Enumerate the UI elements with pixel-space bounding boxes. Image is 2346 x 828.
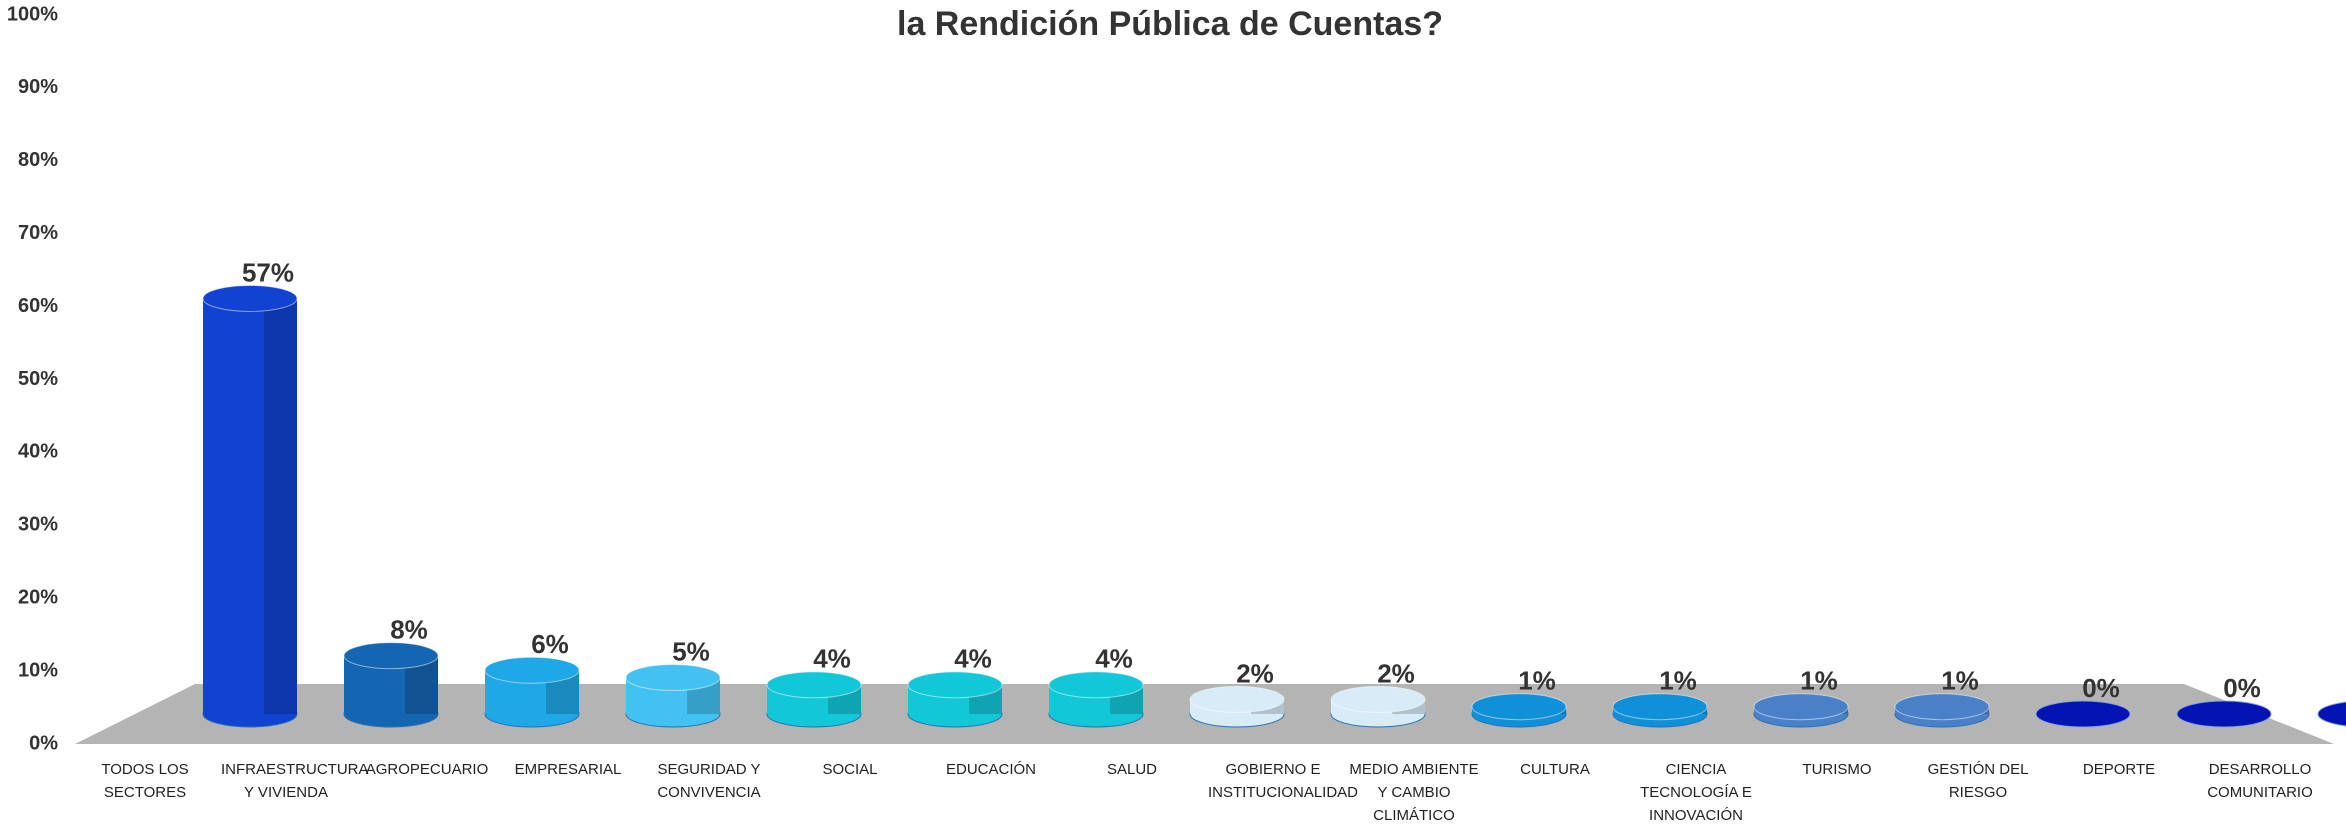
bar-top bbox=[625, 664, 721, 692]
x-tick-label: CIENCIA TECNOLOGÍA E INNOVACIÓN bbox=[1640, 761, 1752, 824]
bar-top bbox=[1612, 693, 1708, 721]
value-label: 1% bbox=[1941, 666, 1979, 696]
bar-top bbox=[343, 642, 439, 670]
value-label: 2% bbox=[1377, 658, 1415, 688]
value-label: 0% bbox=[2082, 673, 2120, 703]
x-tick-label: SEGURIDAD Y CONVIVENCIA bbox=[657, 761, 761, 801]
bar-top bbox=[1330, 685, 1426, 713]
x-tick-label: AGROPECUARIO bbox=[365, 761, 489, 778]
value-label: 4% bbox=[813, 644, 851, 674]
bar-top bbox=[2035, 700, 2131, 728]
value-label: 2% bbox=[1236, 658, 1274, 688]
x-tick-label: TURISMO bbox=[1802, 761, 1872, 778]
y-tick-label: 20% bbox=[18, 586, 58, 608]
y-tick-label: 50% bbox=[18, 368, 58, 390]
y-tick-label: 40% bbox=[18, 441, 58, 463]
y-tick-label: 90% bbox=[18, 76, 58, 98]
chart-title: la Rendición Pública de Cuentas? bbox=[897, 5, 1443, 43]
value-label: 1% bbox=[1518, 666, 1556, 696]
y-tick-label: 0% bbox=[29, 732, 58, 754]
bar bbox=[203, 298, 297, 714]
x-tick-label: CULTURA bbox=[1520, 761, 1590, 778]
y-tick-label: 60% bbox=[18, 295, 58, 317]
bar-shade bbox=[264, 298, 297, 714]
x-tick-label: INFRAESTRUCTURA Y VIVIENDA bbox=[221, 761, 369, 801]
y-tick-label: 100% bbox=[7, 3, 58, 25]
bar-top bbox=[2317, 701, 2346, 727]
value-label: 8% bbox=[390, 615, 428, 645]
bar-top bbox=[1753, 693, 1849, 721]
bar-top bbox=[1894, 693, 1990, 721]
y-tick-label: 30% bbox=[18, 514, 58, 536]
x-tick-label: EDUCACIÓN bbox=[945, 761, 1036, 778]
x-tick-label: SALUD bbox=[1106, 761, 1158, 778]
bar-top bbox=[484, 656, 580, 684]
x-tick-label: DEPORTE bbox=[2082, 761, 2156, 778]
bar-top bbox=[2176, 700, 2272, 728]
bar-top bbox=[907, 671, 1003, 699]
x-tick-label: GOBIERNO E INSTITUCIONALIDAD bbox=[1208, 761, 1359, 801]
y-tick-label: 70% bbox=[18, 222, 58, 244]
y-tick-label: 10% bbox=[18, 659, 58, 681]
value-label: 0% bbox=[2223, 673, 2261, 703]
bar-top bbox=[202, 284, 298, 312]
x-tick-label: EMPRESARIAL bbox=[514, 761, 622, 778]
bar-top bbox=[1189, 685, 1285, 713]
value-label: 1% bbox=[1800, 666, 1838, 696]
x-tick-label: DESARROLLO COMUNITARIO bbox=[2207, 761, 2313, 801]
bar-top bbox=[1048, 671, 1144, 699]
bar-top bbox=[1471, 693, 1567, 721]
value-label: 1% bbox=[1659, 666, 1697, 696]
value-label: 4% bbox=[954, 644, 992, 674]
value-label: 6% bbox=[531, 629, 569, 659]
y-tick-label: 80% bbox=[18, 149, 58, 171]
x-tick-label: TODOS LOS SECTORES bbox=[101, 761, 189, 801]
bar-top bbox=[766, 671, 862, 699]
value-label: 4% bbox=[1095, 644, 1133, 674]
x-tick-label: SOCIAL bbox=[822, 761, 878, 778]
x-tick-label: MEDIO AMBIENTE Y CAMBIO CLIMÁTICO bbox=[1349, 761, 1479, 824]
value-label: 57% bbox=[242, 257, 294, 287]
value-label: 5% bbox=[672, 636, 710, 666]
x-tick-label: GESTIÓN DEL RIESGO bbox=[1927, 761, 2029, 801]
